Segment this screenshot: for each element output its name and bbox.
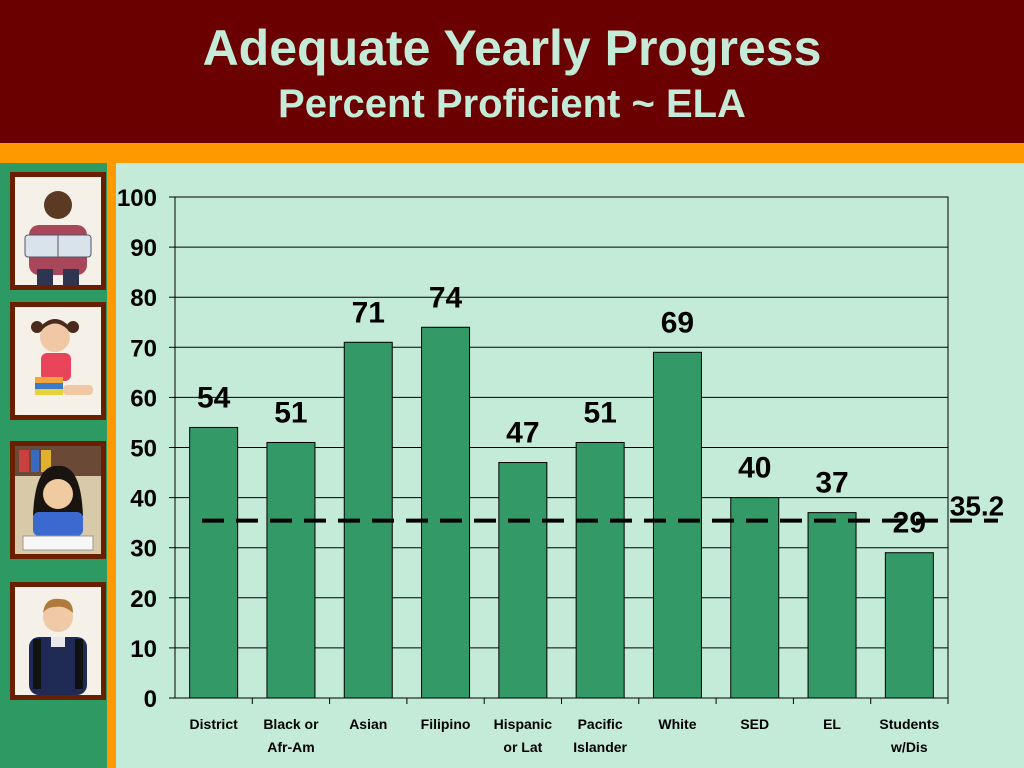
y-tick-label: 50 [130, 436, 157, 463]
y-tick-label: 10 [130, 636, 157, 663]
bar [884, 552, 934, 699]
girl-with-books-photo [10, 302, 106, 420]
reference-line-label: 35.2 [950, 491, 1005, 522]
y-tick-label: 0 [144, 686, 157, 713]
x-tick-label: Students [879, 716, 939, 732]
boy-with-backpack-photo [10, 582, 106, 700]
data-label: 74 [429, 281, 463, 314]
bar [730, 497, 780, 699]
x-tick-label: Afr-Am [267, 739, 314, 755]
sidebar-accent-stripe [107, 163, 116, 768]
bar [421, 326, 471, 699]
data-label: 71 [352, 296, 385, 329]
y-tick-label: 30 [130, 536, 157, 563]
x-tick-label: Hispanic [494, 716, 553, 732]
x-tick-label: EL [823, 716, 841, 732]
data-label: 37 [815, 467, 848, 500]
y-tick-label: 70 [130, 335, 157, 362]
page-subtitle: Percent Proficient ~ ELA [278, 82, 746, 126]
bar [498, 462, 548, 699]
bar [266, 441, 316, 699]
data-label: 51 [274, 396, 307, 429]
boy-reading-photo [10, 172, 106, 290]
girl-at-desk-photo [10, 441, 106, 559]
data-label: 40 [738, 452, 771, 485]
data-label: 47 [506, 417, 539, 450]
x-tick-label: Asian [349, 716, 387, 732]
y-tick-label: 20 [130, 586, 157, 613]
bar [807, 512, 857, 699]
bar [189, 426, 239, 699]
header-banner: Adequate Yearly Progress Percent Profici… [0, 0, 1024, 143]
x-tick-label: Black or [263, 716, 319, 732]
x-tick-label: District [190, 716, 239, 732]
x-tick-label: w/Dis [890, 739, 928, 755]
x-tick-label: or Lat [503, 739, 542, 755]
data-label: 69 [661, 306, 694, 339]
y-tick-label: 90 [130, 235, 157, 262]
x-tick-label: SED [740, 716, 769, 732]
x-tick-label: Pacific [578, 716, 623, 732]
bar [652, 351, 702, 699]
y-tick-label: 80 [130, 285, 157, 312]
x-tick-label: White [658, 716, 696, 732]
data-label: 51 [583, 396, 616, 429]
x-tick-label: Filipino [421, 716, 471, 732]
x-tick-label: Islander [573, 739, 627, 755]
y-tick-label: 100 [117, 185, 157, 212]
y-tick-label: 60 [130, 385, 157, 412]
y-tick-label: 40 [130, 486, 157, 513]
accent-band [0, 143, 1024, 163]
data-label: 54 [197, 381, 231, 414]
bar [575, 441, 625, 699]
page-title: Adequate Yearly Progress [202, 20, 822, 76]
data-label: 29 [893, 507, 926, 540]
